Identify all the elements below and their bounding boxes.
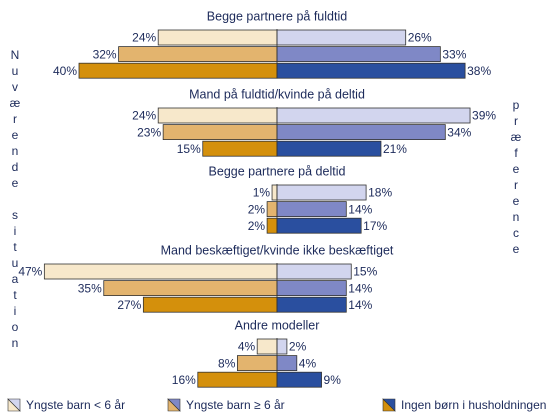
value-label: 2%	[248, 219, 266, 233]
bar-right	[276, 280, 347, 297]
bar-right	[276, 184, 367, 201]
bar-left	[271, 184, 278, 201]
bar-right	[276, 263, 352, 280]
legend-swatch-right	[7, 398, 21, 412]
group-title: Begge partnere på deltid	[209, 164, 346, 178]
bar-right	[276, 296, 347, 313]
bar-left	[103, 280, 278, 297]
value-label: 24%	[132, 109, 156, 123]
bar-right	[276, 217, 362, 234]
value-label: 24%	[132, 31, 156, 45]
value-label: 33%	[442, 47, 466, 61]
value-label: 35%	[78, 281, 102, 295]
bar-right	[276, 140, 382, 157]
value-label: 34%	[447, 125, 471, 139]
value-label: 39%	[472, 109, 496, 123]
legend-swatch-right	[167, 398, 181, 412]
right-axis-label: præference	[509, 98, 523, 258]
value-label: 32%	[93, 47, 117, 61]
value-label: 21%	[383, 142, 407, 156]
value-label: 40%	[53, 64, 77, 78]
legend-swatch-right	[382, 398, 396, 412]
bar-right	[276, 124, 446, 140]
group-title: Andre modeller	[235, 318, 320, 332]
bar-right	[276, 338, 288, 355]
group-title: Mand på fuldtid/kvinde på deltid	[189, 87, 365, 101]
value-label: 2%	[248, 202, 266, 216]
bar-left	[197, 371, 278, 388]
bar-left	[256, 338, 278, 355]
group-title: Mand beskæftiget/kvinde ikke beskæftiget	[161, 243, 394, 257]
value-label: 1%	[253, 186, 271, 200]
legend-label: Yngste barn ≥ 6 år	[186, 398, 285, 412]
value-label: 9%	[324, 373, 342, 387]
value-label: 14%	[348, 202, 372, 216]
value-label: 27%	[117, 298, 141, 312]
bar-left	[236, 355, 278, 372]
bar-right	[276, 29, 407, 46]
value-label: 23%	[137, 125, 161, 139]
value-label: 38%	[467, 64, 491, 78]
value-label: 16%	[172, 373, 196, 387]
bar-left	[266, 217, 278, 234]
bar-right	[276, 46, 441, 62]
value-label: 2%	[289, 340, 307, 354]
bar-left	[157, 107, 278, 124]
bar-left	[266, 201, 278, 218]
bar-left	[157, 29, 278, 46]
value-label: 26%	[408, 31, 432, 45]
value-label: 14%	[348, 281, 372, 295]
value-label: 18%	[368, 186, 392, 200]
value-label: 4%	[238, 340, 256, 354]
bar-right	[276, 107, 471, 124]
bar-right	[276, 62, 466, 79]
value-label: 8%	[218, 356, 236, 370]
legend-label: Ingen børn i husholdningen	[401, 398, 546, 412]
value-label: 14%	[348, 298, 372, 312]
bar-left	[162, 124, 278, 140]
value-label: 47%	[18, 265, 42, 279]
bar-left	[43, 263, 278, 280]
bar-right	[276, 355, 298, 372]
group-title: Begge partnere på fuldtid	[207, 9, 347, 23]
bar-left	[78, 62, 278, 79]
value-label: 4%	[299, 356, 317, 370]
left-axis-label: Nuværende situation	[8, 48, 22, 352]
bar-left	[142, 296, 278, 313]
value-label: 15%	[177, 142, 201, 156]
value-label: 17%	[363, 219, 387, 233]
bar-right	[276, 201, 347, 218]
bar-left	[118, 46, 278, 62]
bar-left	[202, 140, 278, 157]
value-label: 15%	[353, 265, 377, 279]
bar-right	[276, 371, 322, 388]
legend-label: Yngste barn < 6 år	[26, 398, 125, 412]
